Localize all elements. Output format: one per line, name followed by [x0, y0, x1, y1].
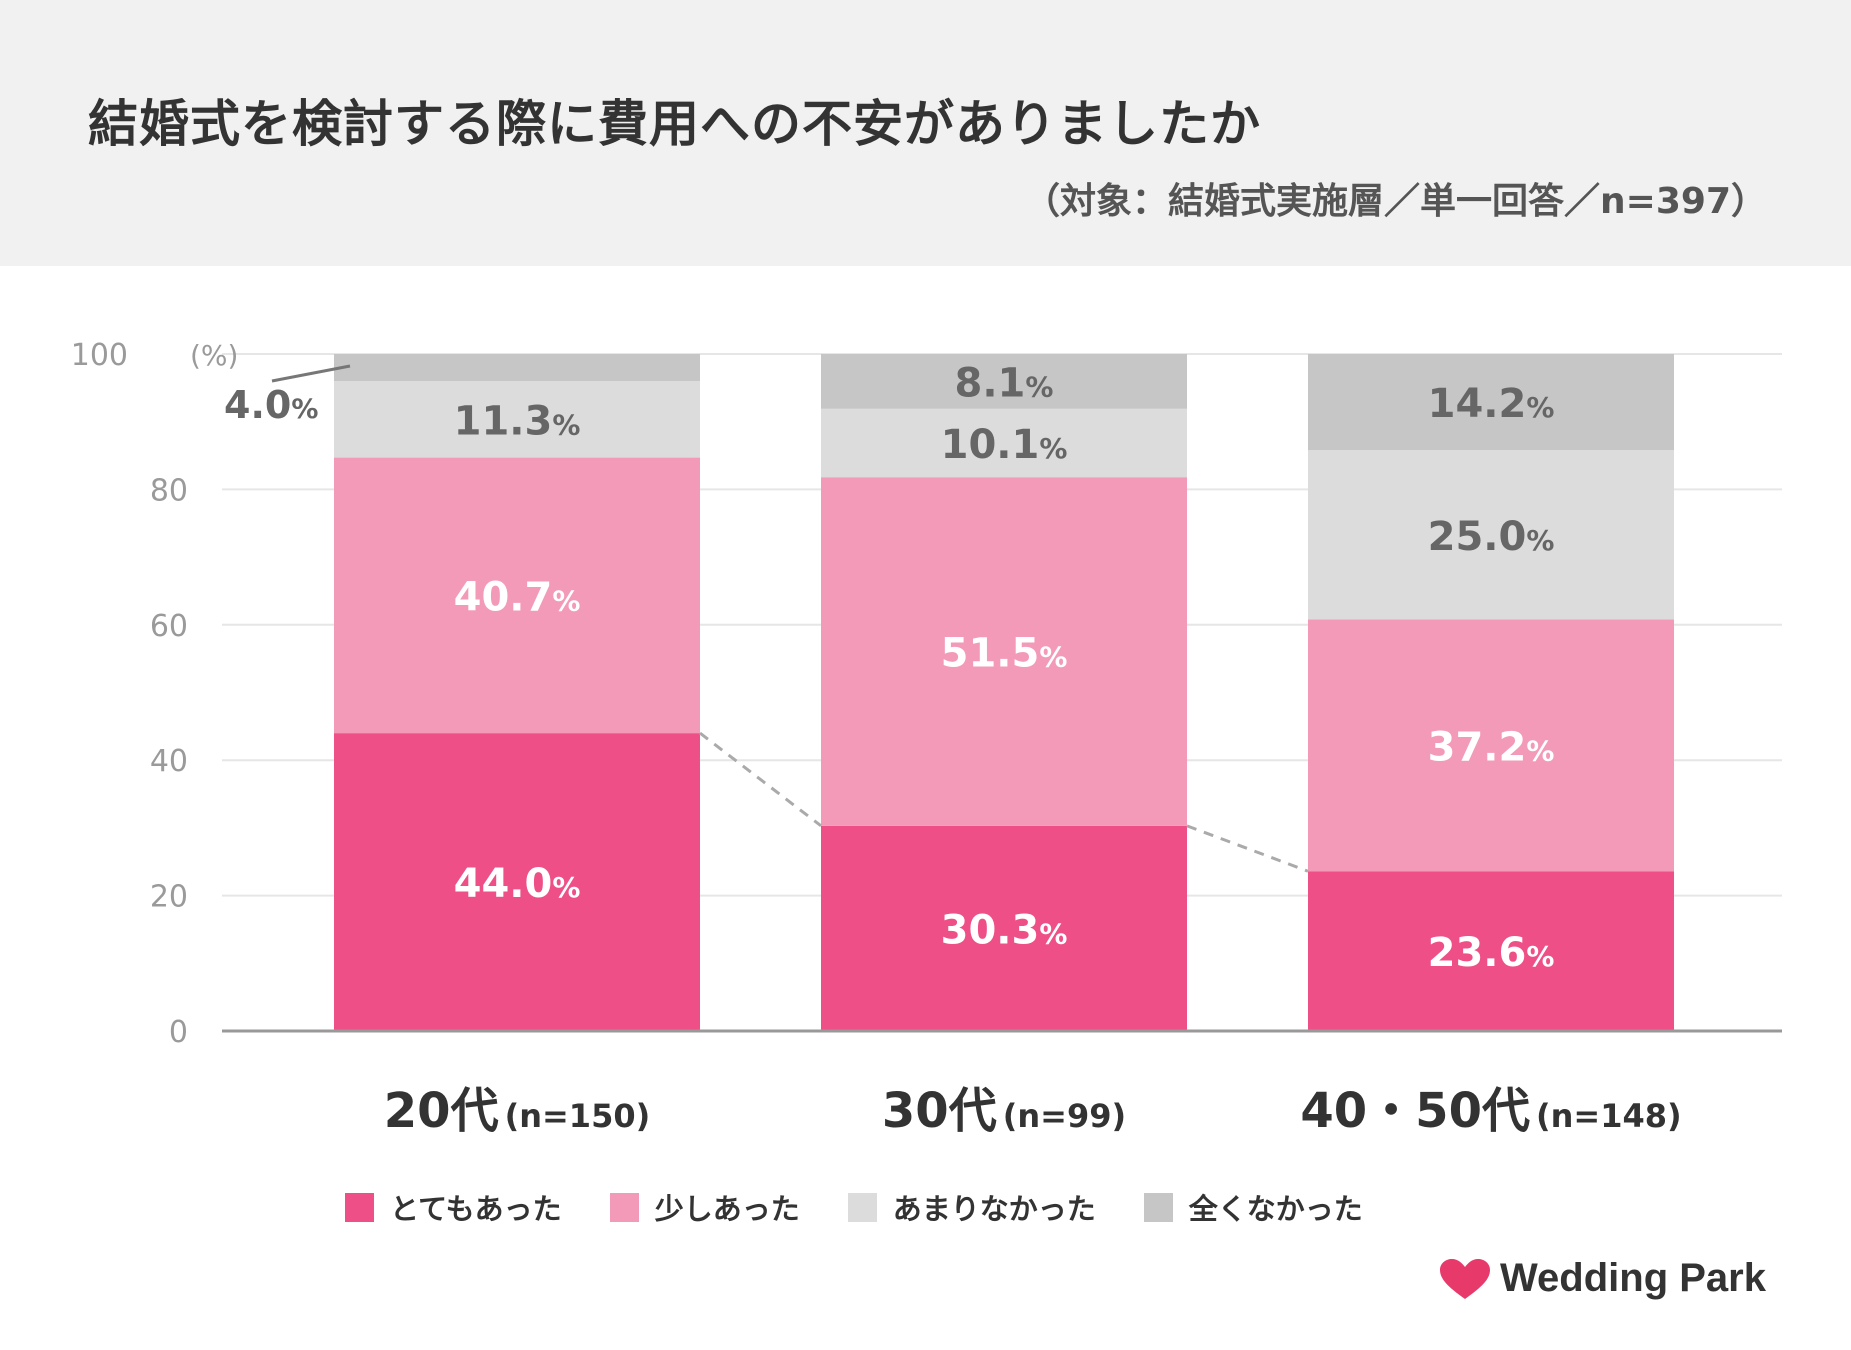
- data-label: 11.3%: [454, 398, 581, 444]
- y-tick-label: 80: [150, 473, 188, 508]
- bar-segment: [334, 381, 700, 458]
- header-band: [0, 0, 1851, 266]
- bar-segment: [334, 457, 700, 734]
- bar-segment: [1308, 354, 1674, 451]
- bar-segment: [821, 354, 1187, 409]
- brand-name: Wedding Park: [1500, 1256, 1766, 1300]
- bar-segment: [1308, 450, 1674, 620]
- data-label: 10.1%: [941, 422, 1068, 468]
- bar-segment: [334, 733, 700, 1031]
- legend-item-not-much: あまりなかった: [847, 1186, 1096, 1228]
- heart-icon: [1440, 1258, 1490, 1299]
- data-label: 51.5%: [941, 631, 1068, 677]
- bar-segment: [1308, 619, 1674, 872]
- legend-swatch-not-much: [847, 1192, 877, 1222]
- x-category-label: 20代 (n=150): [384, 1083, 650, 1139]
- callout-label: 4.0%: [224, 383, 318, 427]
- bar-segment: [334, 354, 700, 382]
- data-label: 25.0%: [1428, 514, 1555, 560]
- bar-segment: [1308, 871, 1674, 1031]
- data-label: 44.0%: [454, 861, 581, 907]
- legend-item-somewhat: 少しあった: [609, 1186, 800, 1228]
- legend-label-not-much: あまりなかった: [892, 1192, 1096, 1226]
- bar-segment: [821, 408, 1187, 478]
- legend-item-none: 全くなかった: [1143, 1186, 1363, 1228]
- legend-swatch-somewhat: [609, 1192, 639, 1222]
- callout-leader-line: [271, 364, 351, 383]
- data-label: 23.6%: [1428, 930, 1555, 976]
- y-unit-label: (%): [190, 339, 238, 372]
- bar-segment: [821, 825, 1187, 1031]
- legend-swatch-none: [1143, 1192, 1173, 1222]
- legend-swatch-very: [345, 1192, 374, 1222]
- trend-dashed-line: [699, 731, 822, 828]
- bar-segment: [821, 477, 1187, 826]
- data-label: 30.3%: [941, 907, 1068, 953]
- y-tick-label: 0: [169, 1015, 188, 1050]
- x-category-label: 30代 (n=99): [882, 1083, 1126, 1139]
- y-tick-label: 20: [150, 880, 188, 915]
- legend-label-none: 全くなかった: [1188, 1192, 1363, 1226]
- legend-label-somewhat: 少しあった: [654, 1192, 800, 1226]
- wedding-park-logo: Wedding Park: [1438, 1256, 1766, 1301]
- legend-item-very: とてもあった: [345, 1186, 562, 1228]
- trend-dashed-line: [1186, 824, 1309, 873]
- legend: とてもあった 少しあった あまりなかった 全くなかった: [345, 1186, 1411, 1228]
- data-label: 40.7%: [454, 574, 581, 620]
- y-tick-label: 40: [150, 744, 188, 779]
- data-label: 14.2%: [1428, 381, 1555, 427]
- data-label: 8.1%: [955, 360, 1054, 406]
- chart-subtitle: （対象：結婚式実施層／単一回答／n=397）: [1024, 181, 1767, 222]
- data-label: 37.2%: [1428, 724, 1555, 770]
- chart-title: 結婚式を検討する際に費用への不安がありましたか: [88, 95, 1261, 153]
- x-category-label: 40・50代 (n=148): [1300, 1083, 1681, 1139]
- legend-label-very: とてもあった: [390, 1192, 562, 1226]
- y-tick-label: 60: [150, 609, 188, 644]
- y-tick-label: 100: [71, 338, 128, 373]
